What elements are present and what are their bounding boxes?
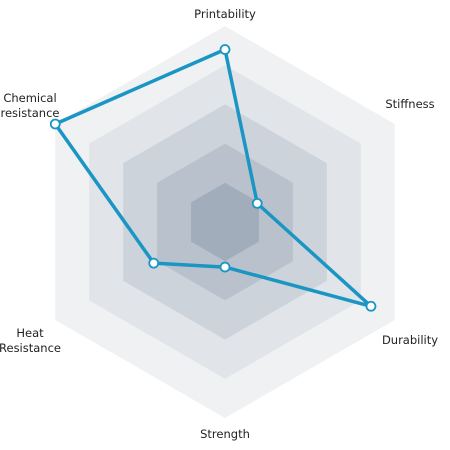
axis-label-1-line-0: Stiffness (385, 97, 434, 111)
axis-label-1: Stiffness (385, 97, 434, 111)
radar-grid (55, 26, 395, 418)
axis-label-5: Chemical resistance (1, 91, 60, 120)
radar-ring-1 (191, 182, 259, 262)
axis-label-2-line-0: Durability (382, 333, 438, 347)
axis-label-4-line-0: Heat (16, 326, 44, 340)
axis-label-2: Durability (382, 333, 438, 347)
axis-label-0: Printability (194, 7, 256, 21)
series-0-point-4 (148, 257, 160, 269)
series-0-point-0 (219, 44, 231, 55)
axis-label-3-line-0: Strength (200, 427, 250, 441)
axis-label-4-line-1: Resistance (0, 341, 61, 355)
axis-label-4: Heat Resistance (0, 326, 61, 355)
axis-label-5-line-1: resistance (1, 106, 60, 120)
axis-label-5-line-0: Chemical (3, 91, 56, 105)
series-0-point-5 (49, 118, 61, 130)
series-0-point-1 (251, 197, 263, 209)
axis-label-3: Strength (200, 427, 250, 441)
axis-label-0-line-0: Printability (194, 7, 256, 21)
axis-labels: Printability Stiffness Durability Strength H… (0, 7, 438, 441)
series-0-point-3 (219, 261, 231, 273)
series-group (49, 44, 377, 312)
series-0-point-2 (365, 300, 377, 312)
